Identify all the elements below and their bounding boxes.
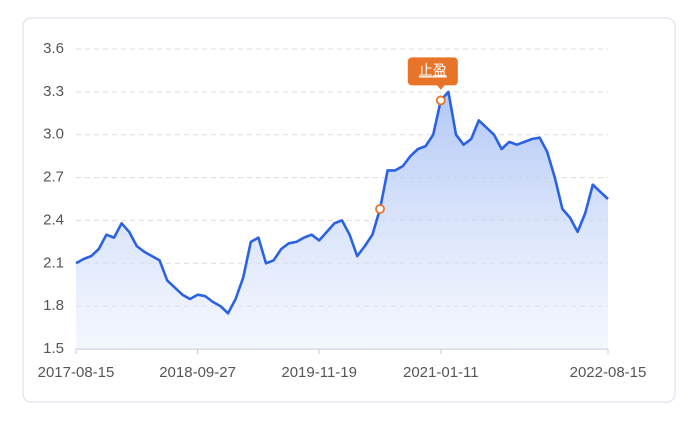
marker (375, 204, 385, 214)
badge-pointer (436, 84, 445, 90)
badge-bg (407, 57, 458, 86)
y-tick-label: 2.1 (43, 254, 64, 271)
x-tick-label: 2017-08-15 (38, 364, 115, 381)
x-tick-label: 2018-09-27 (159, 364, 236, 381)
x-tick-label: 2021-01-11 (403, 364, 479, 381)
marker (435, 95, 446, 106)
y-tick-label: 3.3 (43, 83, 64, 100)
y-tick-label: 3.6 (43, 40, 64, 57)
y-tick-label: 1.5 (43, 340, 64, 357)
marker-badge: 止盈 (407, 57, 458, 90)
y-tick-label: 2.7 (43, 169, 64, 186)
badge-label: 止盈 (419, 62, 447, 78)
y-tick-label: 2.4 (43, 211, 64, 228)
line (75, 90, 609, 315)
x-tick-label: 2019-11-19 (281, 364, 357, 381)
y-tick-label: 1.8 (43, 297, 64, 314)
x-tick-label: 2022-08-15 (570, 364, 647, 381)
y-tick-label: 3.0 (43, 126, 64, 143)
